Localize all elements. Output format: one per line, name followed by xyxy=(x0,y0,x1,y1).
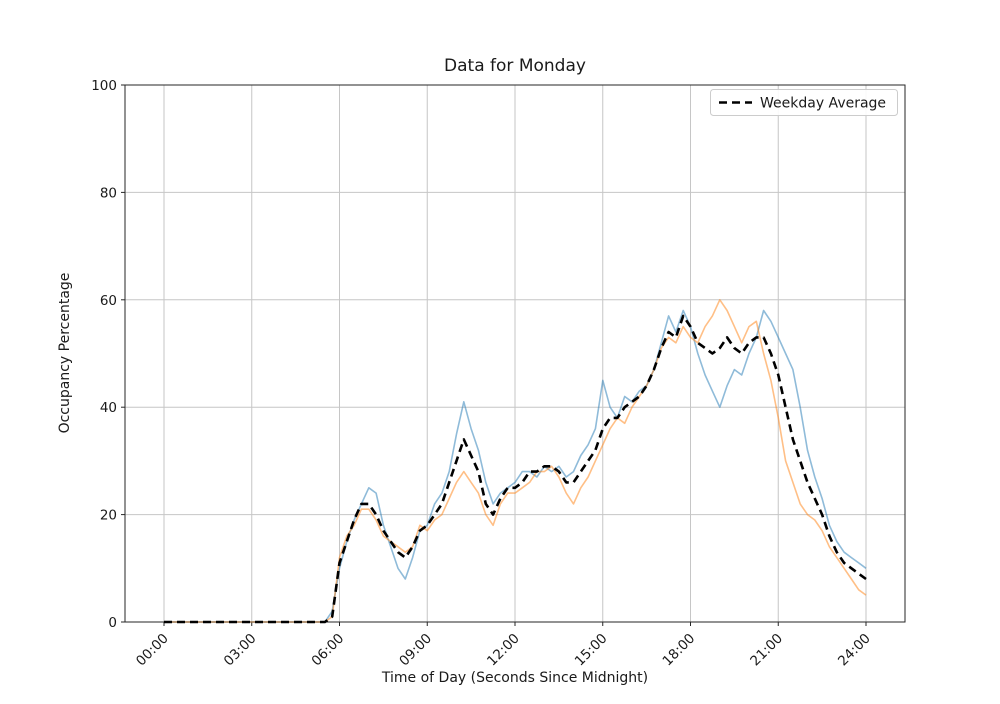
grid-lines xyxy=(125,84,905,623)
x-tick-label: 18:00 xyxy=(660,631,699,670)
x-tick-label: 06:00 xyxy=(309,631,348,670)
tick-marks xyxy=(121,84,867,626)
y-tick-label: 20 xyxy=(100,508,117,524)
x-tick-label: 15:00 xyxy=(572,631,611,670)
x-tick-label: 00:00 xyxy=(133,631,172,670)
series-weekday-average xyxy=(164,314,867,624)
x-tick-label: 09:00 xyxy=(396,631,435,670)
x-tick-label: 12:00 xyxy=(484,631,523,670)
y-tick-label: 100 xyxy=(91,78,117,94)
x-tick-label: 03:00 xyxy=(221,631,260,670)
y-tick-label: 0 xyxy=(108,615,117,631)
legend-frame xyxy=(710,89,898,116)
y-tick-label: 60 xyxy=(100,293,117,309)
legend: Weekday Average xyxy=(710,89,898,116)
x-tick-label: 21:00 xyxy=(747,631,786,670)
y-tick-label: 80 xyxy=(100,185,117,201)
y-axis-label: Occupancy Percentage xyxy=(57,273,73,434)
x-tick-label: 24:00 xyxy=(835,631,874,670)
y-tick-labels: 0 20 40 60 80 100 xyxy=(91,78,117,631)
x-axis-label: Time of Day (Seconds Since Midnight) xyxy=(381,670,648,686)
data-series xyxy=(164,298,867,624)
x-tick-labels: 00:00 03:00 06:00 09:00 12:00 15:00 18:00 21:00… xyxy=(133,631,874,670)
y-tick-label: 40 xyxy=(100,400,117,416)
legend-label: Weekday Average xyxy=(760,96,886,112)
chart-title: Data for Monday xyxy=(444,56,586,76)
